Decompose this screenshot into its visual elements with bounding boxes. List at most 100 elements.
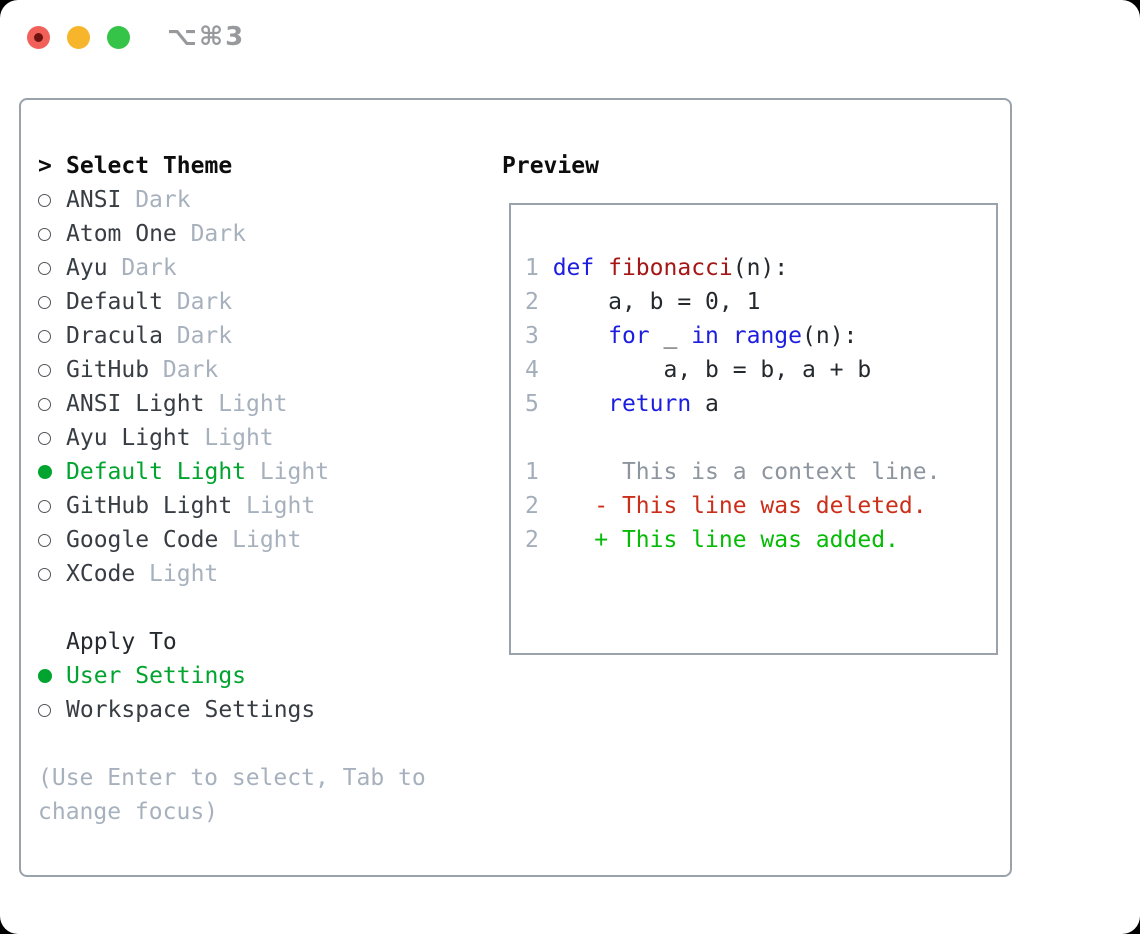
radio-unselected-icon bbox=[38, 431, 51, 445]
theme-option-atom-one-dark[interactable]: Atom One Dark bbox=[38, 217, 468, 251]
code-segment: (n): bbox=[802, 323, 858, 349]
option-label: Google Code bbox=[66, 527, 219, 553]
code-segment: _ bbox=[649, 323, 692, 349]
theme-picker-panel: > Select Theme ANSI Dark Atom One Dark Ayu Da… bbox=[19, 98, 1012, 877]
theme-list: ANSI Dark Atom One Dark Ayu Dark Default Dark Dr… bbox=[38, 183, 468, 591]
code-segment: + This line was added. bbox=[552, 527, 899, 553]
radio-unselected-icon bbox=[38, 261, 51, 275]
option-variant-label: Dark bbox=[121, 255, 177, 281]
focus-caret-icon: > bbox=[38, 153, 52, 179]
code-line bbox=[525, 421, 996, 455]
code-segment: a, b = b, a + b bbox=[552, 357, 872, 383]
option-label: ANSI Light bbox=[66, 391, 205, 417]
code-segment: a bbox=[691, 391, 719, 417]
preview-heading-label: Preview bbox=[502, 153, 599, 179]
code-segment: This is a context line. bbox=[552, 459, 941, 485]
option-label: XCode bbox=[66, 561, 136, 587]
theme-option-default-dark[interactable]: Default Dark bbox=[38, 285, 468, 319]
option-variant-label: Light bbox=[204, 425, 274, 451]
code-line: 2 + This line was added. bbox=[525, 523, 996, 557]
option-label: ANSI bbox=[66, 187, 122, 213]
option-variant-label: Dark bbox=[162, 357, 219, 383]
option-label: Ayu bbox=[66, 255, 108, 281]
code-line: 4 a, b = b, a + b bbox=[525, 353, 996, 387]
select-theme-heading: > Select Theme bbox=[38, 149, 468, 183]
code-segment bbox=[594, 255, 608, 281]
apply-to-heading: Apply To bbox=[38, 625, 468, 659]
theme-option-github-dark[interactable]: GitHub Dark bbox=[38, 353, 468, 387]
code-segment bbox=[553, 391, 608, 417]
radio-unselected-icon bbox=[38, 499, 51, 513]
option-label: Workspace Settings bbox=[66, 697, 316, 723]
option-label: Atom One bbox=[66, 221, 177, 247]
option-variant-label: Light bbox=[218, 391, 288, 417]
window-titlebar: ⌥⌘3 bbox=[0, 0, 1140, 74]
code-segment: for bbox=[608, 323, 650, 349]
code-line: 2 - This line was deleted. bbox=[525, 489, 996, 523]
theme-option-dracula-dark[interactable]: Dracula Dark bbox=[38, 319, 468, 353]
option-label: Default Light bbox=[66, 459, 247, 485]
close-button[interactable] bbox=[27, 26, 50, 49]
option-label: GitHub bbox=[66, 357, 150, 383]
line-number: 1 bbox=[525, 459, 553, 485]
radio-unselected-icon bbox=[38, 295, 51, 309]
line-number: 1 bbox=[525, 255, 553, 281]
apply-option-workspace-settings[interactable]: Workspace Settings bbox=[38, 693, 468, 727]
theme-option-ansi-light-light[interactable]: ANSI Light Light bbox=[38, 387, 468, 421]
apply-to-heading-label: Apply To bbox=[66, 629, 177, 655]
code-line: 1 This is a context line. bbox=[525, 455, 996, 489]
radio-unselected-icon bbox=[38, 397, 51, 411]
option-variant-label: Light bbox=[149, 561, 219, 587]
apply-option-user-settings[interactable]: User Settings bbox=[38, 659, 468, 693]
code-segment: in bbox=[691, 323, 719, 349]
radio-unselected-icon bbox=[38, 363, 51, 377]
option-label: Dracula bbox=[66, 323, 163, 349]
code-line: 3 for _ in range (n): bbox=[525, 319, 996, 353]
zoom-button[interactable] bbox=[107, 26, 130, 49]
code-segment: - This line was deleted. bbox=[552, 493, 927, 519]
code-segment: range bbox=[732, 323, 802, 349]
minimize-button[interactable] bbox=[67, 26, 90, 49]
radio-unselected-icon bbox=[38, 329, 51, 343]
radio-unselected-icon bbox=[38, 567, 51, 581]
radio-unselected-icon bbox=[38, 533, 51, 547]
code-segment: fibonacci bbox=[608, 255, 733, 281]
theme-option-ansi-dark[interactable]: ANSI Dark bbox=[38, 183, 468, 217]
code-segment: a, b = 0, 1 bbox=[552, 289, 761, 315]
theme-option-github-light-light[interactable]: GitHub Light Light bbox=[38, 489, 468, 523]
option-label: Ayu Light bbox=[66, 425, 191, 451]
option-variant-label: Dark bbox=[190, 221, 246, 247]
option-variant-label: Dark bbox=[176, 323, 233, 349]
code-segment bbox=[553, 323, 608, 349]
line-number: 3 bbox=[525, 323, 553, 349]
radio-unselected-icon bbox=[38, 227, 51, 241]
line-number: 2 bbox=[525, 527, 553, 553]
code-segment: def bbox=[552, 255, 595, 281]
theme-selector-column: > Select Theme ANSI Dark Atom One Dark Ayu Da… bbox=[38, 149, 468, 829]
option-label: GitHub Light bbox=[66, 493, 233, 519]
radio-selected-icon bbox=[38, 669, 52, 683]
line-number: 2 bbox=[525, 289, 553, 315]
option-variant-label: Dark bbox=[135, 187, 191, 213]
theme-option-google-code-light[interactable]: Google Code Light bbox=[38, 523, 468, 557]
theme-option-default-light-light[interactable]: Default Light Light bbox=[38, 455, 468, 489]
option-variant-label: Light bbox=[259, 459, 330, 485]
option-label: User Settings bbox=[66, 663, 247, 689]
option-variant-label: Dark bbox=[176, 289, 233, 315]
line-number: 5 bbox=[525, 391, 553, 417]
keyboard-shortcut-label: ⌥⌘3 bbox=[167, 22, 246, 52]
radio-unselected-icon bbox=[38, 703, 51, 717]
radio-unselected-icon bbox=[38, 193, 51, 207]
theme-option-ayu-dark[interactable]: Ayu Dark bbox=[38, 251, 468, 285]
theme-option-ayu-light-light[interactable]: Ayu Light Light bbox=[38, 421, 468, 455]
radio-selected-icon bbox=[38, 465, 52, 479]
select-theme-heading-label: Select Theme bbox=[66, 153, 233, 179]
spacer bbox=[38, 727, 468, 761]
option-variant-label: Light bbox=[245, 493, 316, 519]
spacer bbox=[38, 591, 468, 625]
apply-to-list: User Settings Workspace Settings bbox=[38, 659, 468, 727]
code-line: 5 return a bbox=[525, 387, 996, 421]
theme-option-xcode-light[interactable]: XCode Light bbox=[38, 557, 468, 591]
line-number: 4 bbox=[525, 357, 553, 383]
line-number bbox=[525, 425, 553, 451]
